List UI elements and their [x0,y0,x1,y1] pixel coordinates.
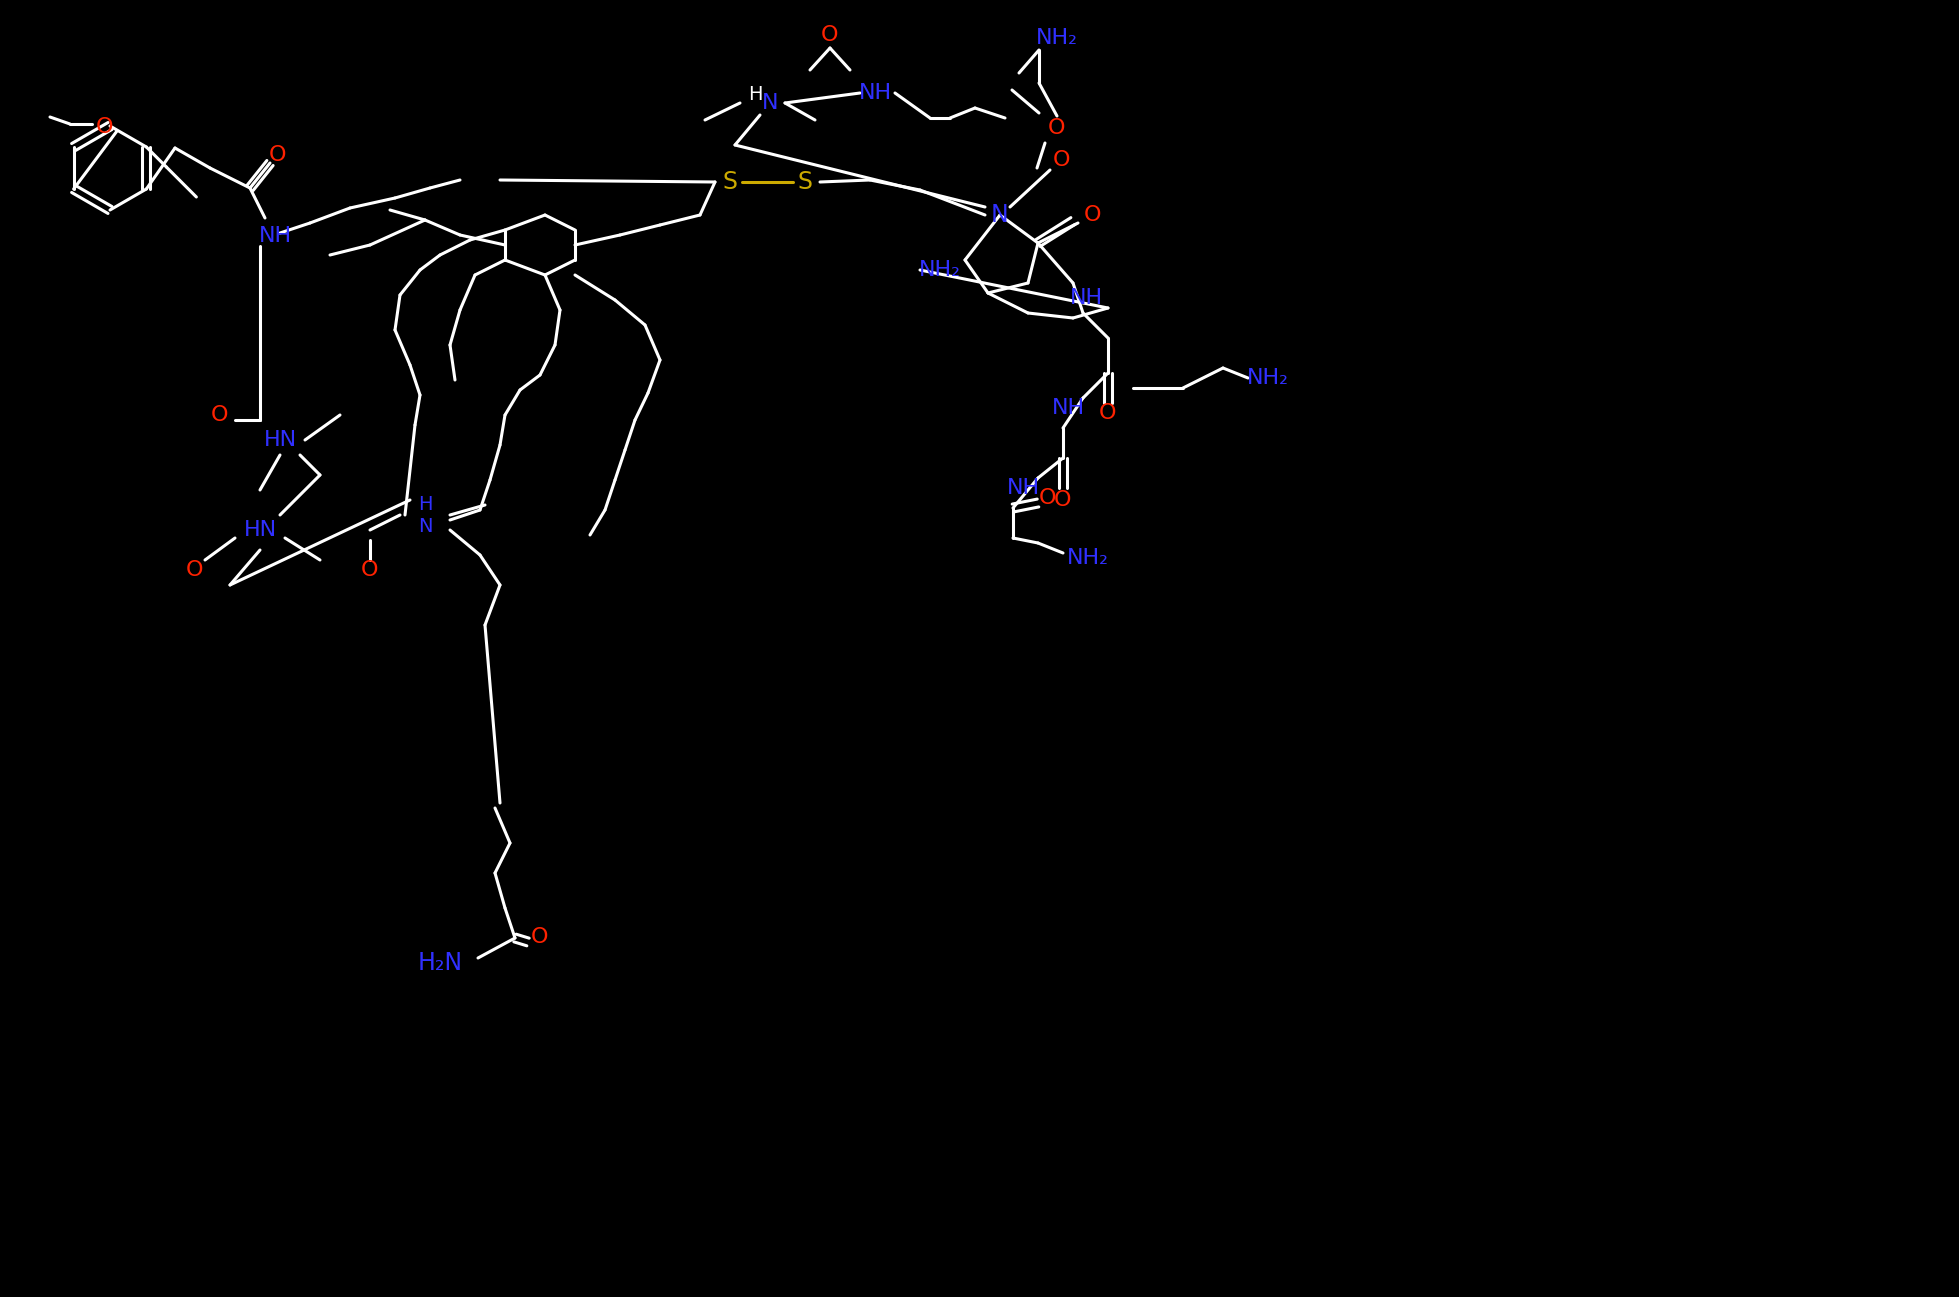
Text: HN: HN [243,520,276,540]
Text: NH: NH [1007,479,1040,498]
Text: O: O [1099,403,1117,423]
Text: NH₂: NH₂ [1068,549,1109,568]
Text: O: O [360,560,378,580]
Text: S: S [723,170,737,195]
Text: NH₂: NH₂ [919,259,962,280]
Text: NH: NH [858,83,891,102]
Text: O: O [1040,488,1056,508]
Text: NH₂: NH₂ [1248,368,1289,388]
Text: O: O [531,927,549,947]
Text: O: O [1054,490,1072,510]
Text: NH₂: NH₂ [1036,29,1077,48]
Text: O: O [1083,205,1101,224]
Text: NH: NH [259,226,292,246]
Text: H: H [748,86,762,105]
Text: O: O [96,117,114,137]
Text: NH: NH [1052,398,1085,418]
Text: H₂N: H₂N [417,951,462,975]
Text: O: O [186,560,204,580]
Text: O: O [268,145,286,165]
Text: NH: NH [1070,288,1103,307]
Text: O: O [821,25,838,45]
Text: O: O [1048,118,1066,137]
Text: O: O [212,405,229,425]
Text: N: N [991,204,1009,227]
Text: O: O [1054,150,1072,170]
Text: S: S [797,170,813,195]
Text: HN: HN [263,431,296,450]
Text: H
N: H N [417,494,433,536]
Text: N: N [762,93,778,113]
